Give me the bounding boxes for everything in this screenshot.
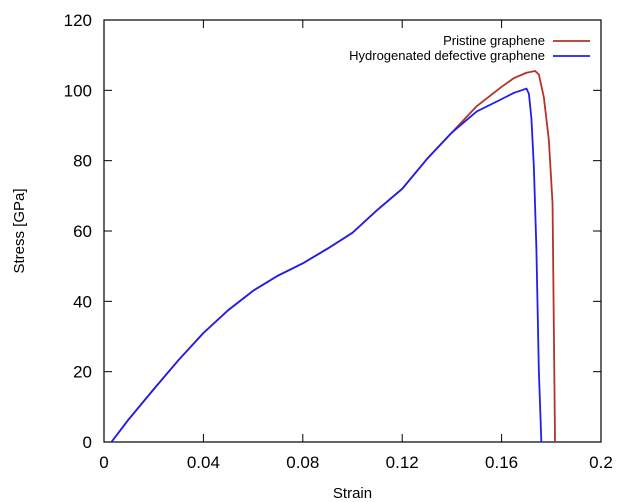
axis-ticks: 0 0.04 0.08 0.12 0.16 0.2 0 20 40 60 80 100 120 (64, 11, 613, 472)
x-tick-label: 0.12 (386, 453, 419, 472)
y-tick-label: 80 (73, 152, 92, 171)
y-tick-label: 60 (73, 222, 92, 241)
series-line-pristine (110, 70, 556, 443)
series-layer (110, 70, 556, 443)
plot-area-frame (103, 19, 602, 443)
legend-label: Hydrogenated defective graphene (349, 48, 545, 63)
x-tick-label: 0.2 (589, 453, 613, 472)
x-tick-label: 0.04 (187, 453, 220, 472)
x-axis-title: Strain (333, 485, 372, 502)
y-tick-label: 40 (73, 292, 92, 311)
x-tick-label: 0 (99, 453, 108, 472)
x-tick-label: 0.08 (286, 453, 319, 472)
y-tick-label: 120 (64, 11, 92, 30)
y-tick-label: 20 (73, 363, 92, 382)
series-line-hydrogenated (110, 87, 543, 443)
y-tick-label: 100 (64, 81, 92, 100)
x-tick-label: 0.16 (485, 453, 518, 472)
legend-label: Pristine graphene (443, 33, 545, 48)
y-tick-label: 0 (83, 433, 92, 452)
y-axis-title: Stress [GPa] (11, 188, 28, 273)
